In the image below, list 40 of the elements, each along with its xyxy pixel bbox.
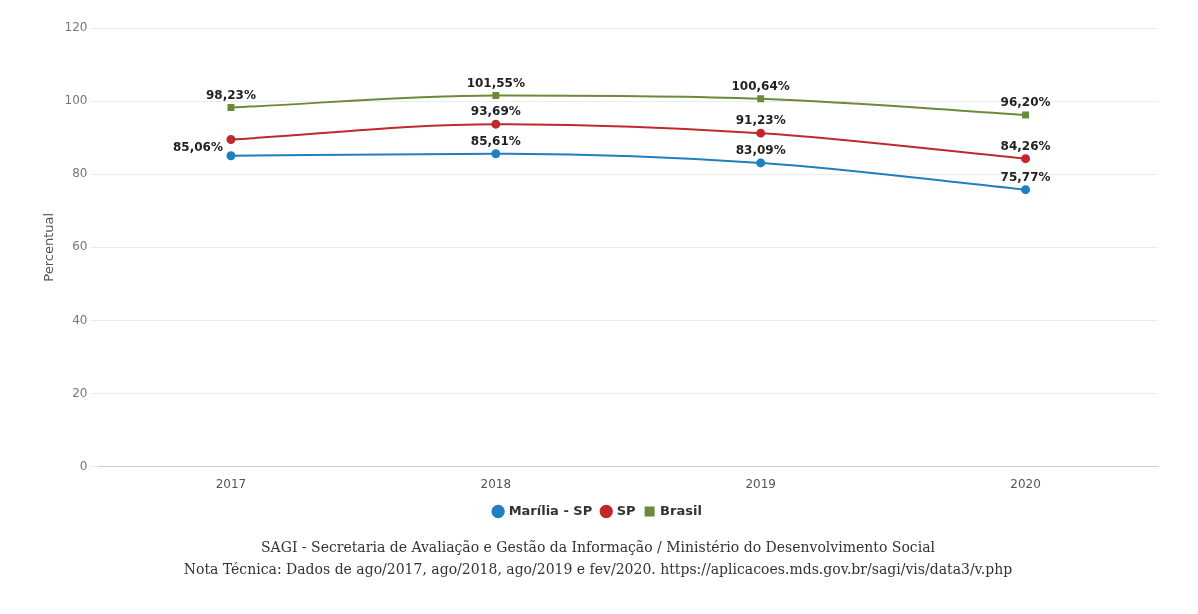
point <box>491 119 501 129</box>
data-label: 101,55% <box>466 75 525 90</box>
point <box>226 151 236 161</box>
legend-label: Brasil <box>660 502 702 518</box>
point <box>492 91 500 99</box>
y-axis-title: Percentual <box>41 212 57 282</box>
data-label: 83,09% <box>735 143 786 158</box>
data-label: 98,23% <box>205 87 256 102</box>
data-label: 91,23% <box>735 113 786 128</box>
y-tick-label: 40 <box>72 312 88 327</box>
y-tick-label: 0 <box>79 458 88 473</box>
y-tick-label: 60 <box>72 239 88 254</box>
data-label: 85,61% <box>470 133 521 148</box>
point <box>1021 185 1031 195</box>
point <box>1021 154 1031 164</box>
point <box>756 158 766 168</box>
text: SAGI - Secretaria de Avaliação e Gestão da Informação / Ministério do Desenvolvimento Social <box>260 538 936 557</box>
data-label: 85,06% <box>172 139 223 154</box>
point <box>491 149 501 159</box>
y-tick-label: 20 <box>72 385 88 400</box>
y-tick-label: 80 <box>72 166 88 181</box>
x-tick-label: 2018 <box>480 476 512 491</box>
legend-label: SP <box>616 502 636 518</box>
x-tick-label: 2017 <box>215 476 247 491</box>
data-label: 100,64% <box>731 78 790 93</box>
data-label: 84,26% <box>1000 138 1051 153</box>
data-label: 75,77% <box>1000 169 1051 184</box>
y-tick-label: 120 <box>64 20 88 35</box>
data-label: 96,20% <box>1000 95 1051 110</box>
text: Nota Técnica: Dados de ago/2017, ago/2018, ago/2019 e fev/2020. https://aplicacoes.mds.gov.br/sagi/vis/data3/v.php <box>182 560 1014 579</box>
x-tick-label: 2019 <box>745 476 776 491</box>
x-tick-label: 2020 <box>1010 476 1041 491</box>
point <box>757 95 765 103</box>
legend-label: Marília - SP <box>508 502 593 518</box>
point <box>226 134 236 144</box>
point <box>1022 111 1030 119</box>
point <box>227 104 235 112</box>
data-label: 93,69% <box>470 104 521 119</box>
point <box>756 128 766 138</box>
y-tick-label: 100 <box>64 93 88 108</box>
